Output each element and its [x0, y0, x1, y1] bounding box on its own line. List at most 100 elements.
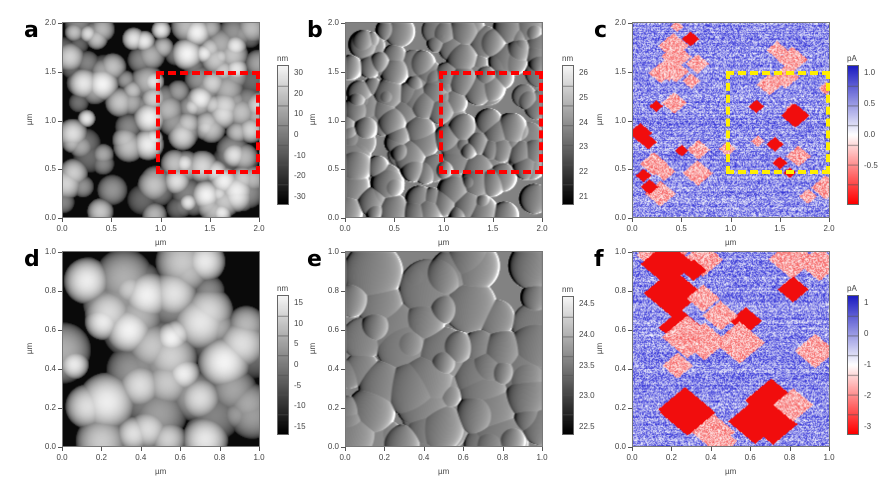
panel-b-amplitude-map	[345, 22, 543, 218]
y-tick-label: 1.5	[614, 66, 626, 76]
y-tick-mark	[628, 291, 632, 292]
x-tick-mark	[502, 447, 504, 451]
colorbar-blue-white-red	[847, 65, 859, 205]
y-tick-label: 0.6	[44, 325, 56, 334]
colorbar-tick-label: -1	[864, 360, 872, 369]
colorbar-tick-label: -10	[294, 401, 306, 411]
panel-label: b	[307, 18, 323, 43]
y-tick-mark	[341, 169, 345, 171]
y-tick-mark	[58, 369, 62, 370]
colorbar-tick-label: 10	[294, 318, 303, 328]
x-tick-mark	[160, 218, 162, 222]
x-tick-label: 1.0	[724, 224, 737, 233]
y-tick-mark	[341, 120, 345, 122]
y-tick-label: 2.0	[44, 18, 56, 27]
y-tick-label: 0.6	[327, 325, 339, 334]
y-tick-label: 1.5	[44, 66, 56, 76]
y-tick-mark	[341, 330, 345, 331]
panel-label: d	[24, 247, 40, 272]
x-tick-mark	[542, 218, 543, 222]
x-tick-mark	[140, 447, 142, 451]
x-tick-label: 2.0	[823, 224, 835, 233]
y-tick-label: 0.5	[44, 164, 56, 174]
y-tick-label: 1.0	[44, 247, 56, 256]
colorbar-tick-label: 0.5	[864, 99, 876, 108]
y-tick-mark	[628, 120, 632, 122]
y-tick-mark	[58, 291, 62, 292]
y-axis-label: µm	[308, 342, 318, 355]
y-tick-mark	[628, 330, 632, 331]
x-tick-mark	[789, 447, 791, 451]
colorbar-tick-label: 21	[579, 192, 588, 201]
y-tick-label: 1.0	[44, 115, 56, 125]
y-tick-label: 1.0	[614, 247, 626, 256]
y-tick-label: 1.0	[327, 115, 339, 125]
x-tick-label: 0.4	[418, 453, 430, 462]
colorbar-tick-label: -3	[864, 422, 872, 431]
x-tick-label: 0.5	[388, 224, 400, 233]
x-tick-mark	[829, 218, 830, 222]
colorbar-tick-label: 10	[294, 109, 303, 119]
colorbar-tick-label: 23.5	[579, 360, 595, 370]
x-tick-mark	[750, 447, 752, 451]
x-tick-label: 0.0	[339, 453, 351, 462]
colorbar-tick-label: 5	[294, 339, 299, 349]
x-tick-label: 1.0	[253, 453, 265, 462]
x-tick-label: 1.5	[774, 224, 786, 233]
y-tick-label: 1.5	[327, 66, 339, 76]
x-tick-mark	[394, 218, 396, 222]
x-tick-mark	[111, 218, 113, 222]
x-tick-mark	[209, 218, 211, 222]
x-tick-mark	[101, 447, 103, 451]
x-tick-mark	[443, 218, 445, 222]
x-tick-label: 0.4	[705, 453, 717, 462]
y-tick-label: 0.0	[327, 442, 339, 451]
y-tick-label: 2.0	[327, 18, 339, 27]
y-tick-mark	[628, 23, 632, 24]
y-tick-mark	[341, 291, 345, 292]
y-tick-mark	[628, 218, 632, 219]
x-tick-mark	[829, 447, 830, 451]
y-tick-label: 0.5	[327, 164, 339, 174]
x-tick-mark	[463, 447, 465, 451]
y-tick-mark	[341, 369, 345, 370]
x-tick-label: 0.5	[105, 224, 117, 233]
y-tick-label: 1.0	[327, 247, 339, 256]
x-tick-label: 1.0	[437, 224, 450, 233]
highlight-region-box	[156, 71, 260, 174]
y-tick-mark	[341, 23, 345, 24]
x-tick-mark	[180, 447, 182, 451]
x-tick-label: 0.2	[95, 453, 107, 462]
colorbar-tick-label: 1.0	[864, 68, 876, 77]
y-tick-mark	[341, 218, 345, 219]
y-axis-label: µm	[595, 113, 605, 126]
y-tick-mark	[341, 252, 345, 253]
y-tick-label: 0.0	[614, 442, 626, 451]
colorbar-tick-label: 24	[579, 117, 588, 127]
panel-label: a	[24, 18, 39, 43]
x-tick-mark	[62, 447, 63, 451]
x-tick-label: 0.8	[497, 453, 509, 462]
colorbar-tick-label: 24.5	[579, 299, 595, 308]
y-tick-label: 0.8	[44, 286, 56, 295]
x-tick-mark	[681, 218, 683, 222]
y-tick-mark	[341, 71, 345, 73]
y-tick-mark	[58, 218, 62, 219]
colorbar-tick-label: 30	[294, 68, 303, 77]
x-tick-label: 1.0	[536, 453, 548, 462]
y-tick-mark	[628, 71, 632, 73]
colorbar-tick-label: 20	[294, 88, 303, 98]
x-tick-label: 1.0	[823, 453, 835, 462]
colorbar-grayscale	[277, 295, 289, 435]
x-tick-label: 0.0	[56, 453, 68, 462]
y-axis-label: µm	[595, 342, 605, 355]
colorbar-tick-label: -20	[294, 171, 306, 181]
colorbar-tick-label: 22.5	[579, 422, 595, 431]
colorbar-tick-label: 25	[579, 92, 588, 102]
panel-e-amplitude-map	[345, 251, 543, 447]
y-tick-label: 0.0	[44, 213, 56, 222]
y-tick-mark	[628, 369, 632, 370]
x-tick-mark	[632, 218, 633, 222]
colorbar-tick-label: -10	[294, 150, 306, 160]
x-tick-mark	[62, 218, 63, 222]
